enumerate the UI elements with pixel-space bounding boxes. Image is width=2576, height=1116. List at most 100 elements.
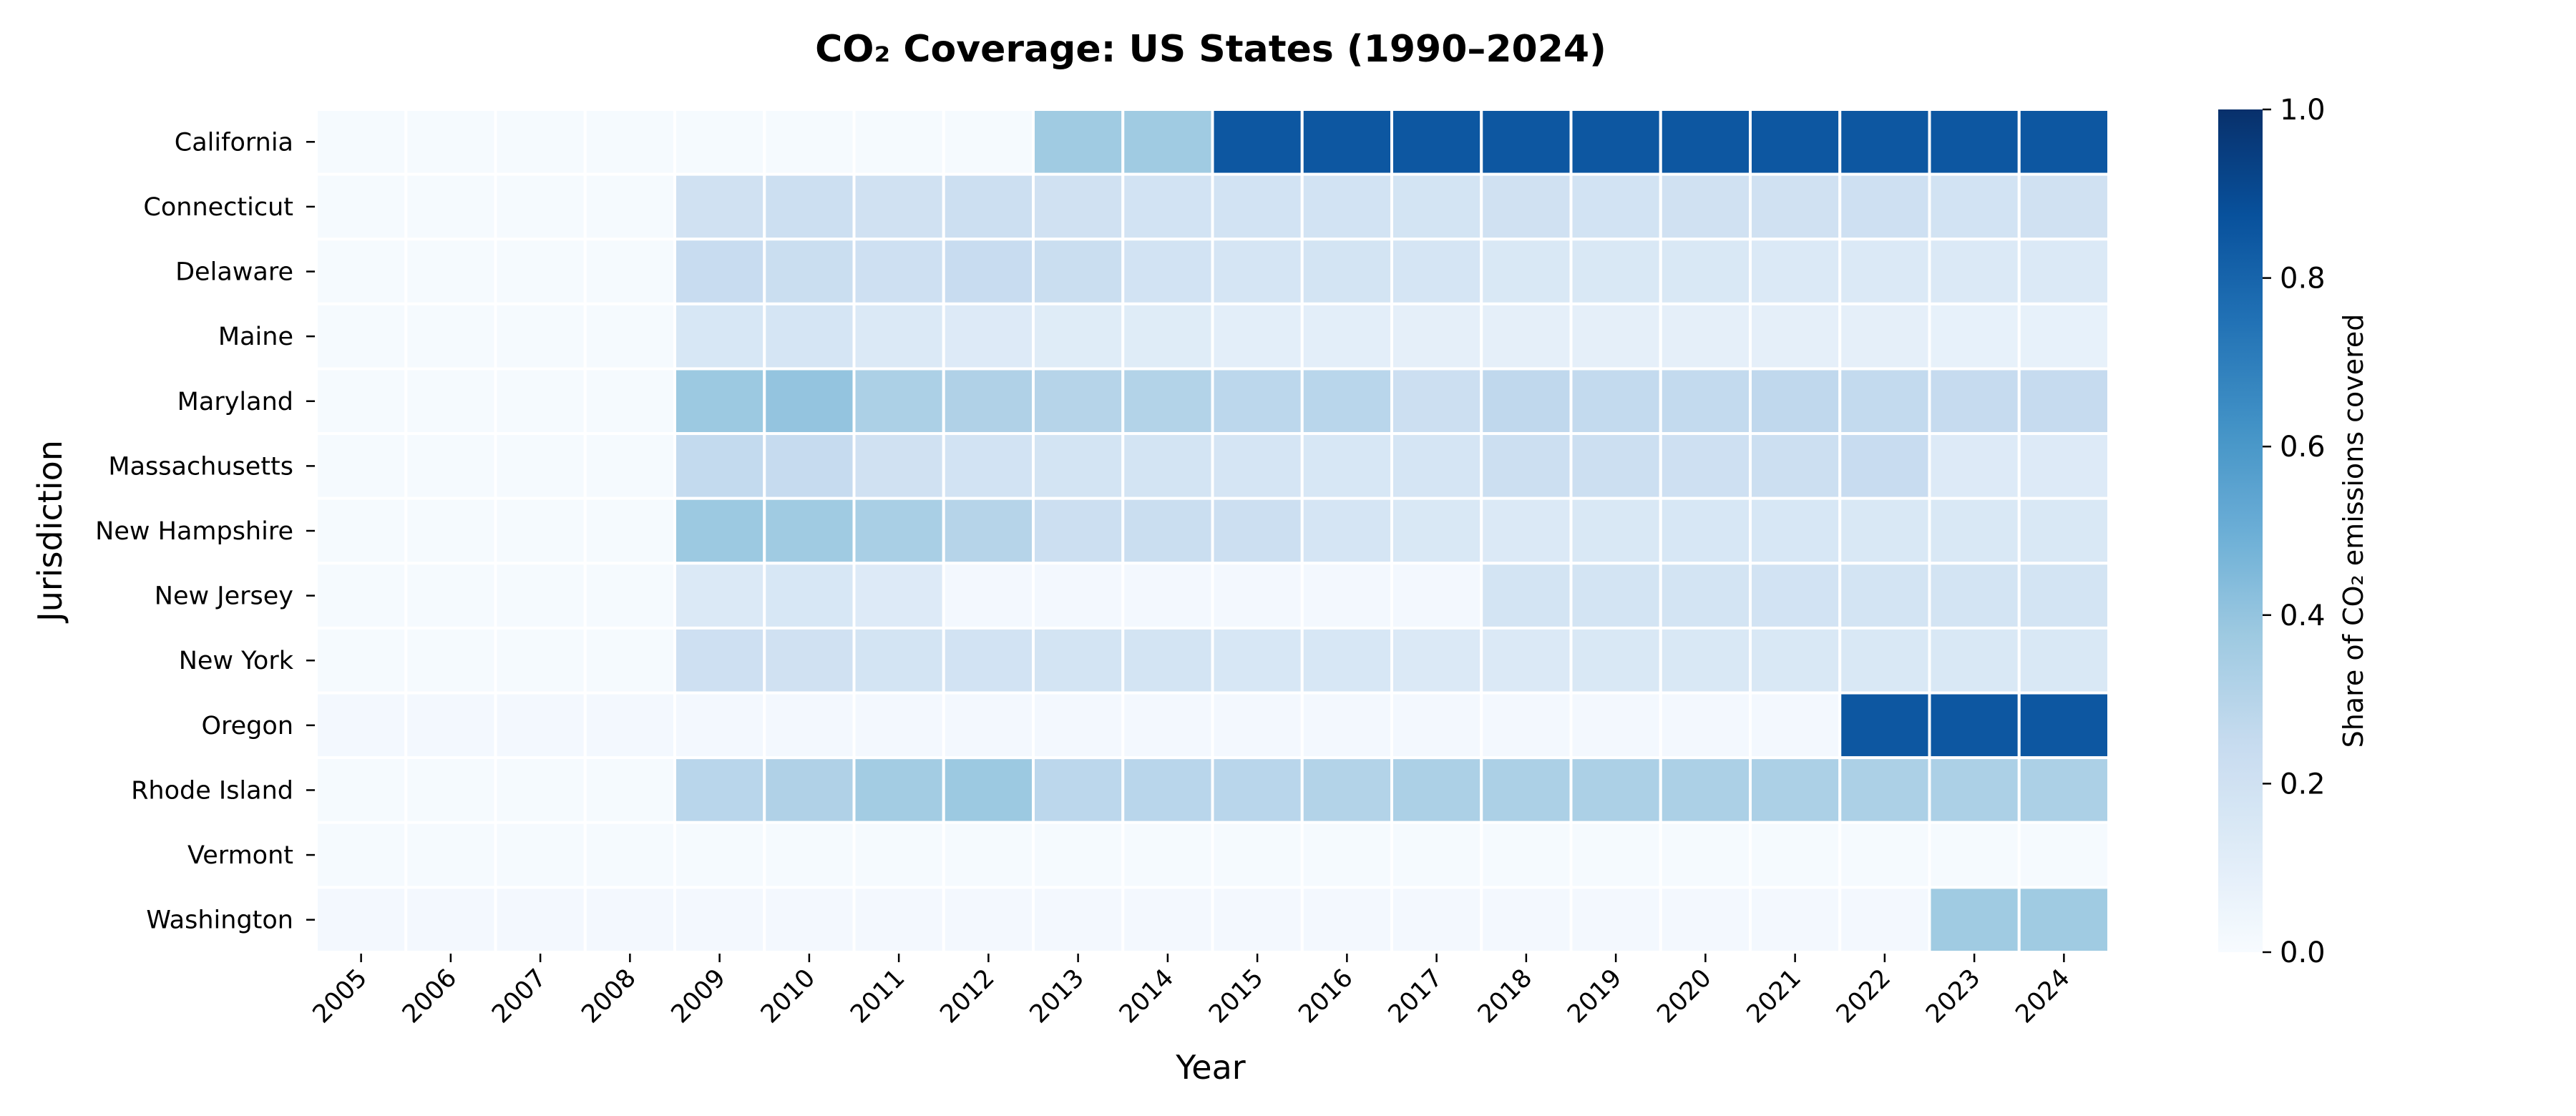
heatmap-cell [763,886,856,954]
chart-title: CO₂ Coverage: US States (1990–2024) [815,28,1606,71]
x-tick-label: 2009 [666,964,731,1029]
x-tick-label: 2022 [1831,964,1896,1029]
heatmap-cell [583,108,676,176]
heatmap-cell [1928,821,2021,889]
heatmap-cell [1749,432,1842,500]
heatmap-cell [315,302,408,371]
heatmap-cell [1480,238,1573,305]
heatmap-cell [583,821,676,889]
heatmap-cell [494,238,587,305]
heatmap-cell [763,432,856,500]
heatmap-cell [583,496,676,565]
heatmap-cell [1390,691,1483,760]
heatmap-cell [1121,172,1214,241]
heatmap-cell [583,691,676,760]
heatmap-cell [1480,756,1573,824]
heatmap-cell [1569,432,1662,500]
heatmap-cell [1211,108,1304,176]
heatmap-cell [1121,108,1214,176]
heatmap-cell [852,172,945,241]
colorbar-label: Share of CO₂ emissions covered [2338,314,2369,748]
heatmap-cell [315,108,408,176]
heatmap-cell [1569,367,1662,436]
x-tick-label: 2012 [935,964,1000,1029]
heatmap-cell [942,238,1035,305]
heatmap-cell [1928,691,2021,760]
heatmap-cell [1838,626,1931,695]
heatmap-cell [1749,691,1842,760]
heatmap-cell [1838,302,1931,371]
heatmap-cell [673,562,766,630]
heatmap-cell [2017,108,2110,176]
heatmap-cell [583,172,676,241]
heatmap-cell [1838,886,1931,954]
heatmap-cell [1569,496,1662,565]
heatmap-cell [2017,367,2110,436]
heatmap-cell [942,562,1035,630]
heatmap-cell [1838,108,1931,176]
heatmap-cell [494,302,587,371]
heatmap-cell [1480,172,1573,241]
heatmap-cell [583,756,676,824]
heatmap-cell [404,626,497,695]
heatmap-cell [2017,821,2110,889]
heatmap-cell [315,367,408,436]
heatmap-cell [942,821,1035,889]
heatmap-cell [763,238,856,305]
heatmap-cell [1121,367,1214,436]
x-tick-label: 2018 [1473,964,1538,1029]
heatmap-cell [1032,108,1125,176]
heatmap-cell [673,172,766,241]
heatmap-cell [942,691,1035,760]
heatmap-cell [1838,562,1931,630]
heatmap-cell [2017,432,2110,500]
heatmap-cell [315,562,408,630]
heatmap-cell [583,886,676,954]
heatmap-cell [1749,238,1842,305]
heatmap-cell [942,756,1035,824]
heatmap-cell [315,238,408,305]
heatmap-cell [583,302,676,371]
heatmap-cell [494,886,587,954]
heatmap-cell [1211,302,1304,371]
heatmap-cell [1838,432,1931,500]
heatmap-cell [1480,108,1573,176]
colorbar-tick-label: 0.6 [2280,431,2326,464]
heatmap-cell [1032,367,1125,436]
heatmap-cell [1121,302,1214,371]
heatmap-cell [1211,562,1304,630]
heatmap-cell [404,691,497,760]
heatmap-cell [1121,821,1214,889]
y-tick-label: Maryland [177,388,293,416]
heatmap-cell [2017,886,2110,954]
heatmap-cell [852,367,945,436]
heatmap-cell [1659,821,1752,889]
heatmap-cell [1300,562,1393,630]
heatmap-cell [583,367,676,436]
heatmap-cell [1659,496,1752,565]
heatmap-cell [1928,496,2021,565]
x-tick-label: 2021 [1742,964,1807,1029]
y-tick-label: New Hampshire [95,517,293,546]
y-tick-label: Vermont [187,841,293,870]
colorbar-tick-label: 0.2 [2280,768,2326,801]
x-axis-label: Year [1175,1048,1245,1087]
heatmap-cell [494,691,587,760]
heatmap-cell [1032,562,1125,630]
heatmap-cell [494,562,587,630]
heatmap-cell [1838,756,1931,824]
heatmap-cell [763,496,856,565]
x-tick-label: 2005 [308,964,373,1029]
heatmap-cell [1659,238,1752,305]
y-tick-label: Connecticut [143,193,293,222]
heatmap-cell [673,367,766,436]
heatmap-cell [1569,821,1662,889]
heatmap-cell [1300,886,1393,954]
heatmap-cell [942,886,1035,954]
colorbar-ticks: 0.0 0.2 0.4 0.6 0.8 1.0 [2263,94,2326,969]
heatmap-cell [1838,172,1931,241]
heatmap-cell [404,886,497,954]
heatmap-cell [1569,756,1662,824]
heatmap-cell [1659,756,1752,824]
heatmap-cell [763,626,856,695]
